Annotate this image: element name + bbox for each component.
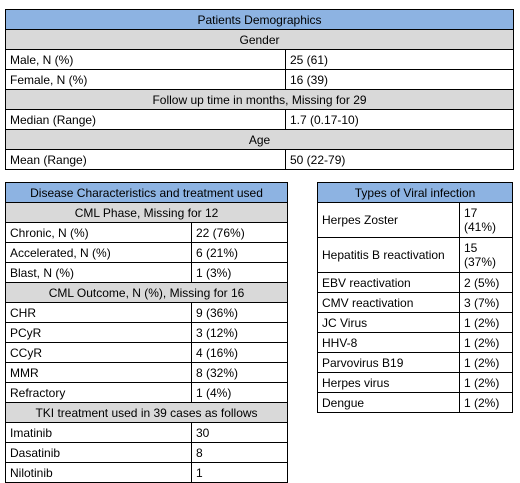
row-label: Dasatinib (5, 442, 192, 463)
table-row: HHV-8 1 (2%) (317, 332, 513, 353)
gender-header: Gender (5, 29, 514, 50)
table-row: MMR 8 (32%) (5, 362, 288, 383)
row-value: 8 (32%) (191, 362, 288, 383)
table-row: JC Virus 1 (2%) (317, 312, 513, 333)
phase-header: CML Phase, Missing for 12 (5, 202, 288, 223)
table-row: Dengue 1 (2%) (317, 392, 513, 413)
tki-header: TKI treatment used in 39 cases as follow… (5, 402, 288, 423)
row-label: Blast, N (%) (5, 262, 192, 283)
table-row: CCyR 4 (16%) (5, 342, 288, 363)
table-row: Refractory 1 (4%) (5, 382, 288, 403)
table-row: Blast, N (%) 1 (3%) (5, 262, 288, 283)
table-row: Parvovirus B19 1 (2%) (317, 352, 513, 373)
row-label: MMR (5, 362, 192, 383)
row-label: Mean (Range) (5, 149, 286, 170)
row-label: Nilotinib (5, 462, 192, 483)
table-row: Male, N (%) 25 (61) (5, 49, 514, 70)
table-row: Herpes virus 1 (2%) (317, 372, 513, 393)
row-value: 15 (37%) (459, 237, 513, 273)
table-row: EBV reactivation 2 (5%) (317, 272, 513, 293)
row-value: 1.7 (0.17-10) (285, 109, 514, 130)
row-label: EBV reactivation (317, 272, 460, 293)
row-value: 30 (191, 422, 288, 443)
table-row: Dasatinib 8 (5, 442, 288, 463)
row-value: 25 (61) (285, 49, 514, 70)
row-value: 1 (2%) (459, 312, 513, 333)
table-row: Mean (Range) 50 (22-79) (5, 149, 514, 170)
table-row: Accelerated, N (%) 6 (21%) (5, 242, 288, 263)
row-value: 1 (2%) (459, 392, 513, 413)
row-label: HHV-8 (317, 332, 460, 353)
viral-title: Types of Viral infection (317, 182, 513, 203)
row-value: 2 (5%) (459, 272, 513, 293)
table-row: CHR 9 (36%) (5, 302, 288, 323)
disease-table: Disease Characteristics and treatment us… (5, 182, 288, 483)
row-label: Female, N (%) (5, 69, 286, 90)
row-value: 1 (3%) (191, 262, 288, 283)
demographics-table: Patients Demographics Gender Male, N (%)… (5, 9, 514, 170)
table-row: Median (Range) 1.7 (0.17-10) (5, 109, 514, 130)
row-label: Accelerated, N (%) (5, 242, 192, 263)
row-label: Herpes virus (317, 372, 460, 393)
row-value: 50 (22-79) (285, 149, 514, 170)
row-label: CHR (5, 302, 192, 323)
row-value: 6 (21%) (191, 242, 288, 263)
row-value: 16 (39) (285, 69, 514, 90)
table-row: Nilotinib 1 (5, 462, 288, 483)
row-value: 1 (2%) (459, 352, 513, 373)
table-row: CMV reactivation 3 (7%) (317, 292, 513, 313)
row-value: 1 (2%) (459, 372, 513, 393)
demographics-title: Patients Demographics (5, 9, 514, 30)
row-label: Dengue (317, 392, 460, 413)
row-value: 3 (7%) (459, 292, 513, 313)
row-value: 4 (16%) (191, 342, 288, 363)
row-value: 22 (76%) (191, 222, 288, 243)
row-label: Median (Range) (5, 109, 286, 130)
row-label: JC Virus (317, 312, 460, 333)
row-value: 17 (41%) (459, 202, 513, 238)
table-row: Female, N (%) 16 (39) (5, 69, 514, 90)
table-row: Hepatitis B reactivation 15 (37%) (317, 237, 513, 273)
row-label: Male, N (%) (5, 49, 286, 70)
outcome-header: CML Outcome, N (%), Missing for 16 (5, 282, 288, 303)
row-label: Herpes Zoster (317, 202, 460, 238)
row-value: 9 (36%) (191, 302, 288, 323)
table-row: Herpes Zoster 17 (41%) (317, 202, 513, 238)
age-header: Age (5, 129, 514, 150)
row-label: CCyR (5, 342, 192, 363)
row-label: Chronic, N (%) (5, 222, 192, 243)
row-value: 3 (12%) (191, 322, 288, 343)
disease-title: Disease Characteristics and treatment us… (5, 182, 288, 203)
row-value: 8 (191, 442, 288, 463)
row-label: Hepatitis B reactivation (317, 237, 460, 273)
row-value: 1 (191, 462, 288, 483)
row-label: PCyR (5, 322, 192, 343)
table-row: Imatinib 30 (5, 422, 288, 443)
row-value: 1 (4%) (191, 382, 288, 403)
row-label: Imatinib (5, 422, 192, 443)
row-label: Refractory (5, 382, 192, 403)
row-value: 1 (2%) (459, 332, 513, 353)
followup-header: Follow up time in months, Missing for 29 (5, 89, 514, 110)
row-label: CMV reactivation (317, 292, 460, 313)
table-row: Chronic, N (%) 22 (76%) (5, 222, 288, 243)
viral-table: Types of Viral infection Herpes Zoster 1… (317, 182, 513, 413)
row-label: Parvovirus B19 (317, 352, 460, 373)
table-row: PCyR 3 (12%) (5, 322, 288, 343)
